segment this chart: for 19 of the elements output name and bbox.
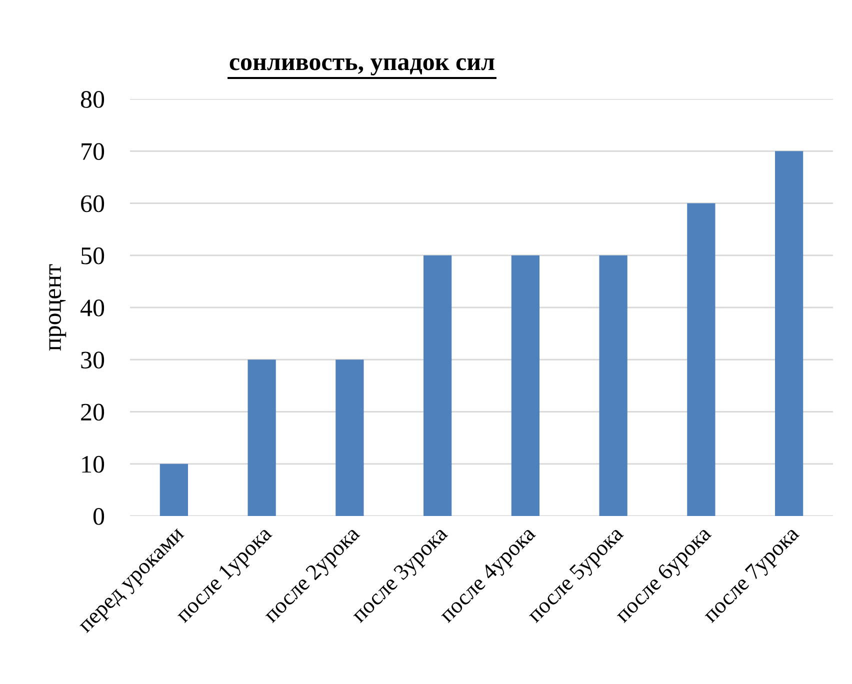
y-tick-label: 20 [81, 404, 104, 421]
y-tick-label: 30 [81, 352, 104, 369]
y-tick-label: 60 [81, 195, 104, 212]
y-tick-label: 10 [82, 456, 104, 473]
y-tick-label: 80 [80, 91, 104, 108]
y-tick-label: 40 [80, 300, 104, 316]
bar [511, 255, 540, 516]
y-tick-label: 0 [93, 508, 104, 525]
bar [336, 360, 364, 516]
y-tick-label: 50 [81, 247, 104, 264]
y-tick-label: 70 [82, 143, 104, 160]
bar [775, 151, 804, 516]
bar [687, 203, 716, 516]
chart-title: сонливость, упадок сил [230, 58, 494, 76]
bar [599, 255, 628, 516]
y-axis-title: процент [49, 264, 66, 351]
bar [424, 255, 452, 516]
bar [248, 360, 276, 516]
bar [160, 464, 188, 516]
